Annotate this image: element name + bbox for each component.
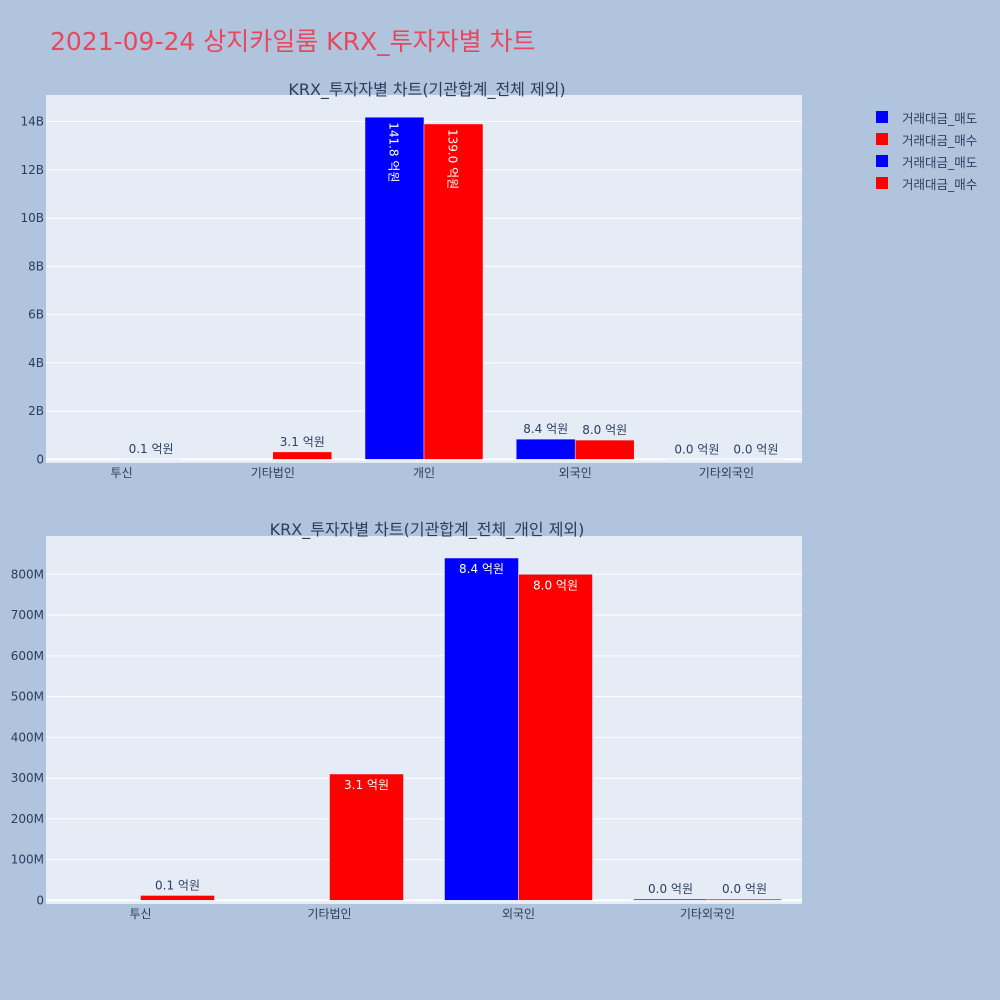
data-label: 0.0 억원: [674, 442, 719, 456]
x-tick-label: 기타외국인: [680, 907, 735, 921]
legend: 거래대금_매도 거래대금_매수 거래대금_매도 거래대금_매수: [876, 106, 977, 194]
data-label: 8.0 억원: [582, 423, 627, 437]
legend-swatch-icon: [876, 155, 888, 167]
legend-swatch-icon: [876, 133, 888, 145]
legend-item[interactable]: 거래대금_매도: [876, 150, 977, 172]
y-tick-label: 300M: [11, 771, 44, 785]
x-tick-label: 외국인: [502, 907, 535, 921]
bar: [423, 123, 484, 460]
data-label: 0.1 억원: [129, 442, 174, 456]
bar: [574, 439, 635, 460]
legend-item[interactable]: 거래대금_매도: [876, 106, 977, 128]
data-label: 0.1 억원: [155, 878, 200, 892]
bar: [329, 773, 404, 901]
bar: [140, 895, 215, 901]
y-tick-label: 200M: [11, 812, 44, 826]
legend-item[interactable]: 거래대금_매수: [876, 172, 977, 194]
data-label: 8.4 억원: [459, 562, 504, 576]
data-label: 139.0 억원: [446, 129, 460, 189]
data-label: 141.8 억원: [387, 122, 401, 182]
y-tick-label: 700M: [11, 608, 44, 622]
bar: [633, 898, 708, 901]
legend-label: 거래대금_매도: [902, 110, 978, 126]
x-tick-label: 개인: [413, 466, 435, 480]
bar: [707, 898, 782, 901]
data-label: 0.0 억원: [722, 882, 767, 896]
y-tick-label: 500M: [11, 690, 44, 704]
legend-swatch-icon: [876, 177, 888, 189]
bar: [272, 451, 333, 460]
bar: [515, 438, 576, 460]
y-tick-label: 400M: [11, 730, 44, 744]
page-title: 2021-09-24 상지카일룸 KRX_투자자별 차트: [50, 27, 536, 56]
bar: [364, 116, 425, 460]
x-tick-label: 투신: [111, 466, 133, 480]
legend-item[interactable]: 거래대금_매수: [876, 128, 977, 150]
y-tick-label: 2B: [28, 404, 44, 418]
y-tick-label: 12B: [20, 163, 44, 177]
y-tick-label: 800M: [11, 567, 44, 581]
y-tick-label: 4B: [28, 356, 44, 370]
chart-title: KRX_투자자별 차트(기관합계_전체_개인 제외): [270, 520, 585, 540]
x-tick-label: 투신: [129, 907, 151, 921]
y-tick-label: 10B: [20, 211, 44, 225]
data-label: 0.0 억원: [733, 442, 778, 456]
legend-swatch-icon: [876, 111, 888, 123]
legend-label: 거래대금_매수: [902, 132, 978, 148]
y-tick-label: 14B: [20, 115, 44, 129]
y-tick-label: 0: [36, 452, 44, 466]
y-tick-label: 8B: [28, 259, 44, 273]
y-tick-label: 100M: [11, 853, 44, 867]
data-label: 0.0 억원: [648, 882, 693, 896]
y-tick-label: 0: [36, 893, 44, 907]
plot-area: [46, 536, 802, 904]
legend-label: 거래대금_매도: [902, 154, 978, 170]
x-tick-label: 외국인: [559, 466, 592, 480]
data-label: 8.4 억원: [523, 422, 568, 436]
x-tick-label: 기타외국인: [699, 466, 754, 480]
x-tick-label: 기타법인: [307, 907, 351, 921]
data-label: 8.0 억원: [533, 578, 578, 592]
y-tick-label: 6B: [28, 308, 44, 322]
y-tick-label: 600M: [11, 649, 44, 663]
chart-title: KRX_투자자별 차트(기관합계_전체 제외): [288, 80, 565, 100]
data-label: 3.1 억원: [344, 778, 389, 792]
bar: [518, 574, 593, 901]
data-label: 3.1 억원: [280, 435, 325, 449]
legend-label: 거래대금_매수: [902, 176, 978, 192]
bar: [444, 557, 519, 901]
x-tick-label: 기타법인: [251, 466, 295, 480]
